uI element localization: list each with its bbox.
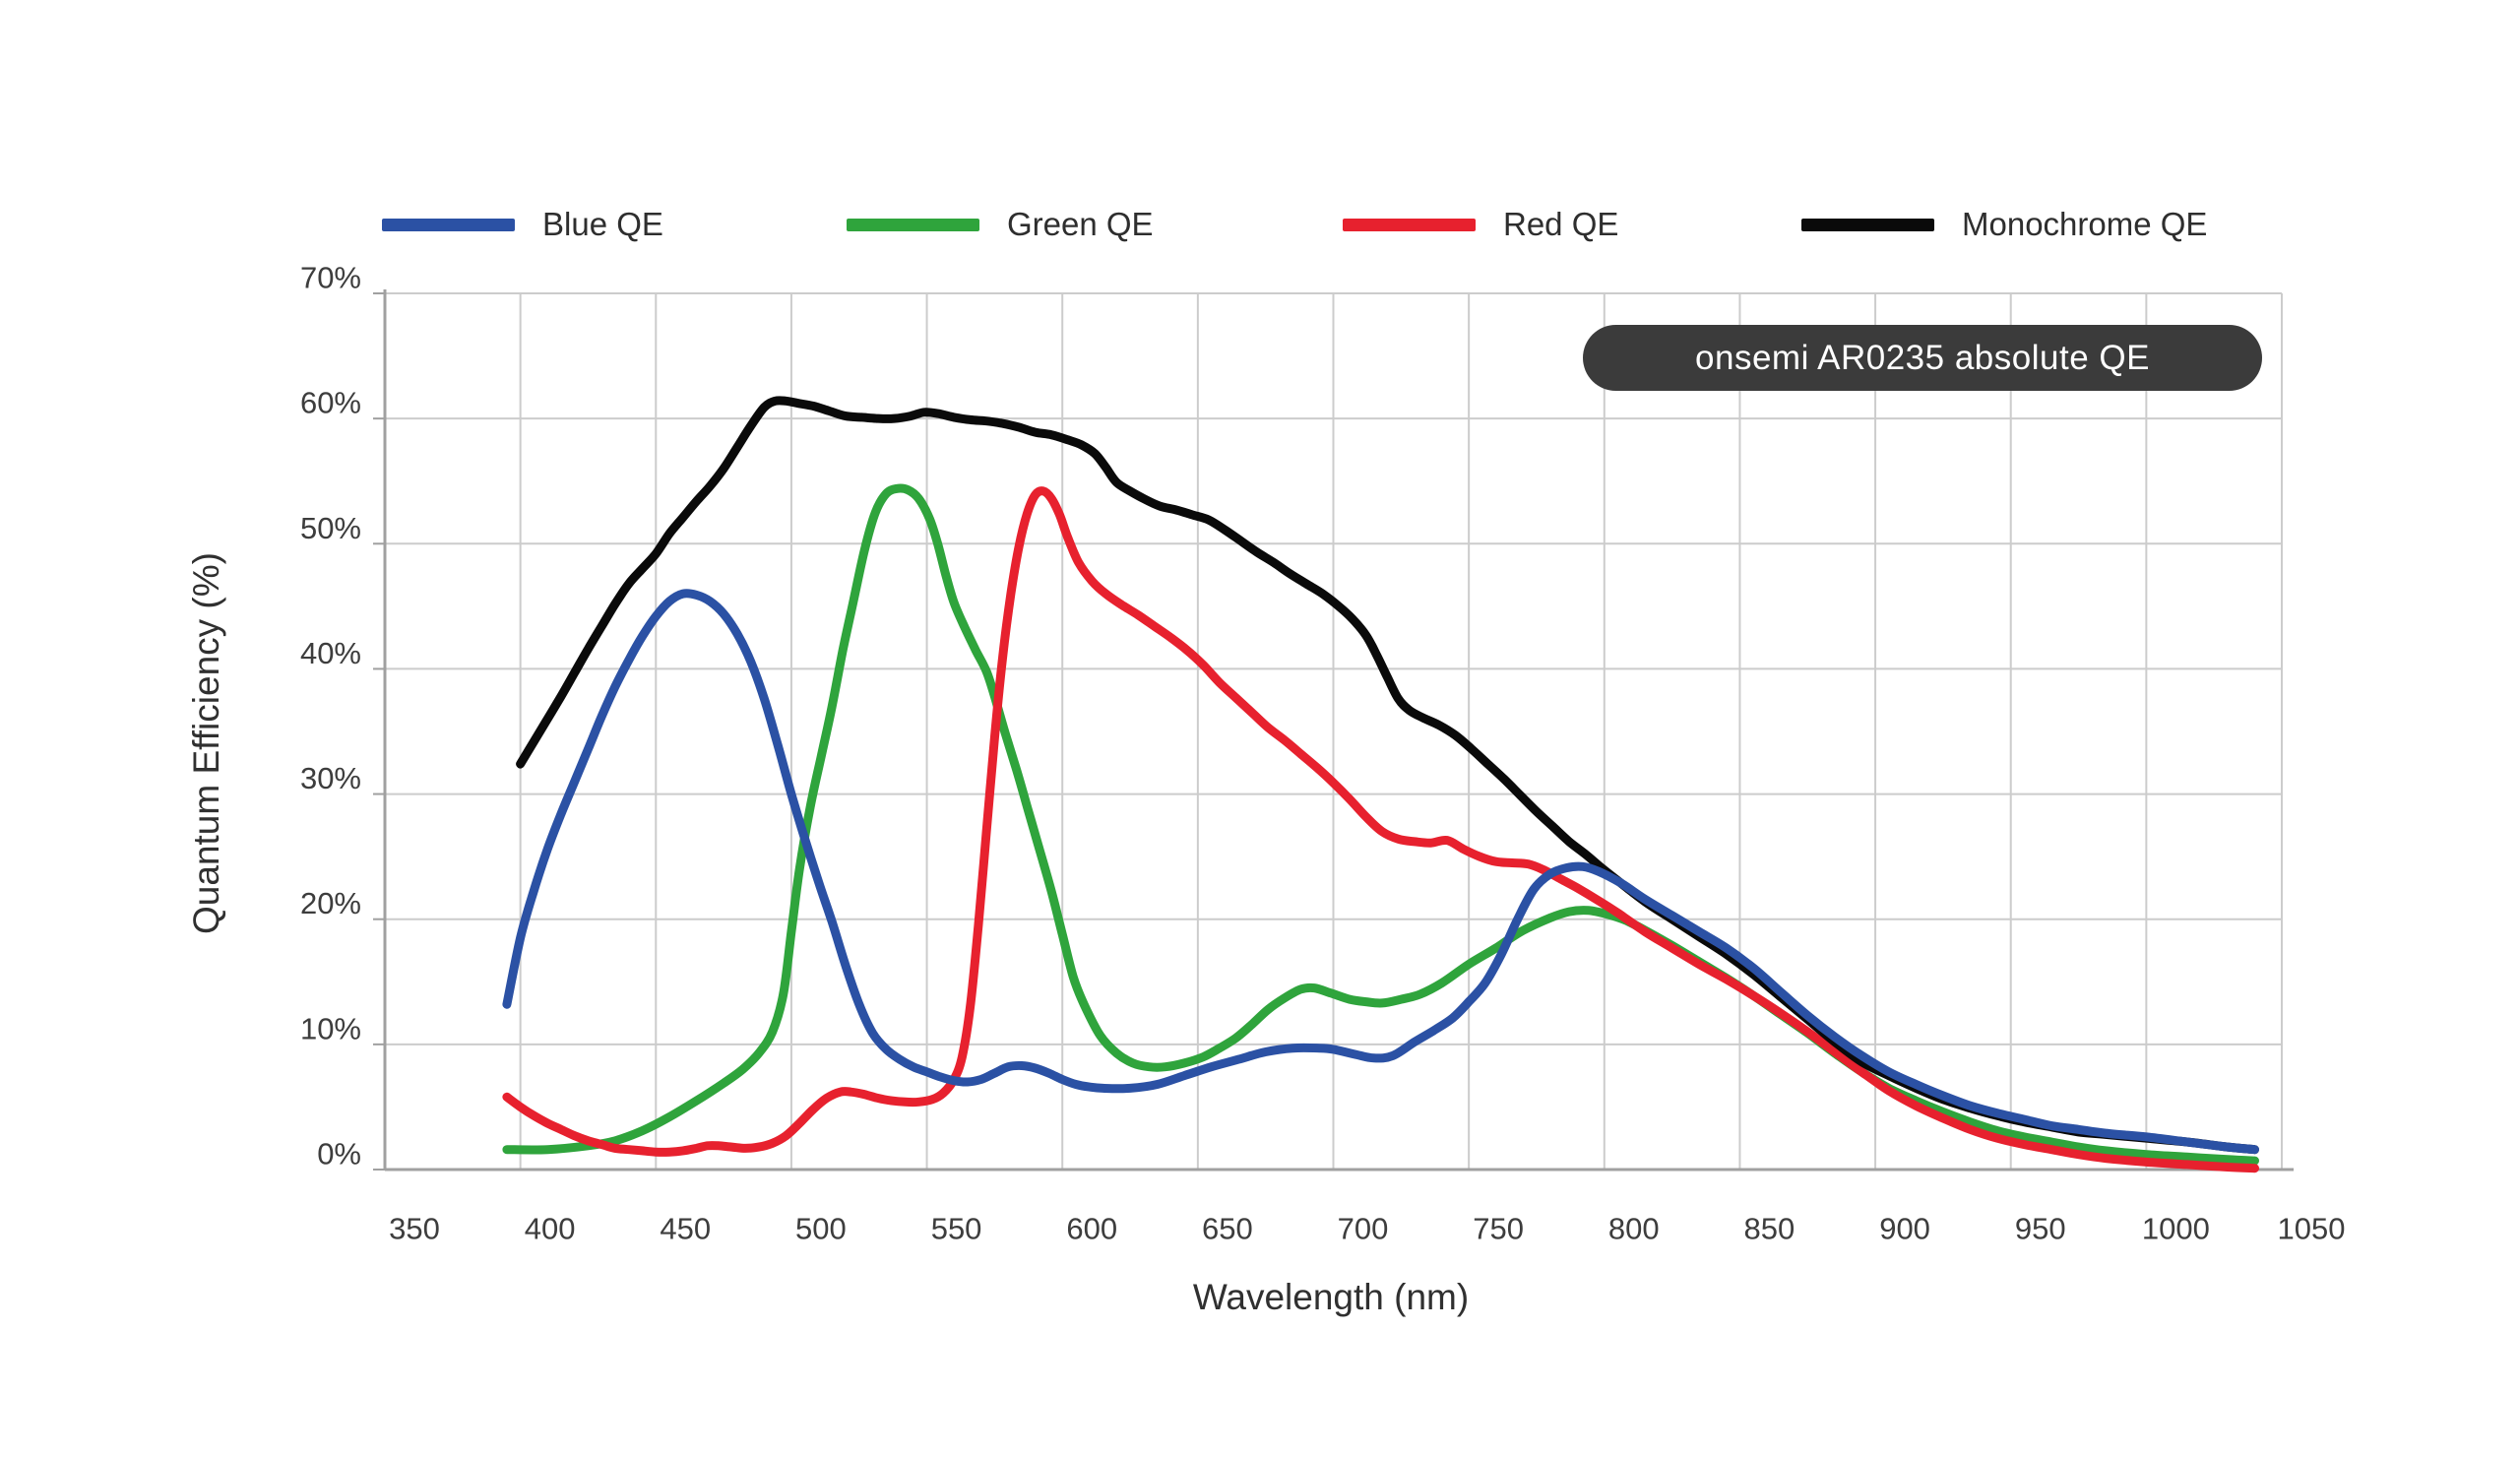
y-tick-label: 0% <box>317 1137 361 1172</box>
x-tick-label: 350 <box>389 1212 440 1246</box>
x-tick-label: 1000 <box>2142 1212 2210 1246</box>
legend-item-monochrome-qe: Monochrome QE <box>1801 203 2207 246</box>
legend-item-green-qe: Green QE <box>847 203 1154 246</box>
legend-swatch-green-icon <box>847 218 979 231</box>
x-tick-label: 400 <box>525 1212 576 1246</box>
y-tick-label: 10% <box>300 1011 361 1045</box>
series-red-qe-line <box>502 486 2259 1173</box>
y-tick-label: 50% <box>300 511 361 545</box>
x-axis-title: Wavelength (nm) <box>1192 1277 1470 1317</box>
series-blue-qe-line <box>502 589 2259 1155</box>
x-tick-label: 450 <box>660 1212 711 1246</box>
x-tick-label: 800 <box>1608 1212 1660 1246</box>
legend-item-red-qe: Red QE <box>1343 203 1618 246</box>
y-axis-title: Quantum Efficiency (%) <box>186 552 226 934</box>
y-tick-label: 20% <box>300 886 361 920</box>
x-tick-label: 700 <box>1338 1212 1389 1246</box>
x-tick-label: 650 <box>1202 1212 1253 1246</box>
x-tick-label: 500 <box>795 1212 847 1246</box>
legend-swatch-red-icon <box>1343 218 1476 231</box>
x-tick-label: 1050 <box>2278 1212 2346 1246</box>
legend-label: Red QE <box>1503 206 1619 242</box>
x-tick-label: 850 <box>1744 1212 1796 1246</box>
x-tick-label: 900 <box>1879 1212 1930 1246</box>
legend-swatch-monochrome-icon <box>1801 218 1934 231</box>
y-tick-label: 60% <box>300 386 361 420</box>
title-badge: onsemi AR0235 absolute QE <box>1583 325 2262 391</box>
x-tick-label: 600 <box>1066 1212 1117 1246</box>
legend-label: Monochrome QE <box>1962 206 2208 242</box>
legend-label: Blue QE <box>542 206 663 242</box>
legend-item-blue-qe: Blue QE <box>382 203 663 246</box>
y-tick-label: 70% <box>300 261 361 295</box>
legend-swatch-blue-icon <box>382 218 515 231</box>
y-tick-label: 40% <box>300 636 361 670</box>
y-tick-label: 30% <box>300 761 361 795</box>
x-tick-label: 750 <box>1473 1212 1524 1246</box>
x-tick-label: 950 <box>2015 1212 2066 1246</box>
legend-label: Green QE <box>1007 206 1154 242</box>
series-monochrome-qe-line <box>516 396 2259 1155</box>
x-tick-label: 550 <box>931 1212 982 1246</box>
